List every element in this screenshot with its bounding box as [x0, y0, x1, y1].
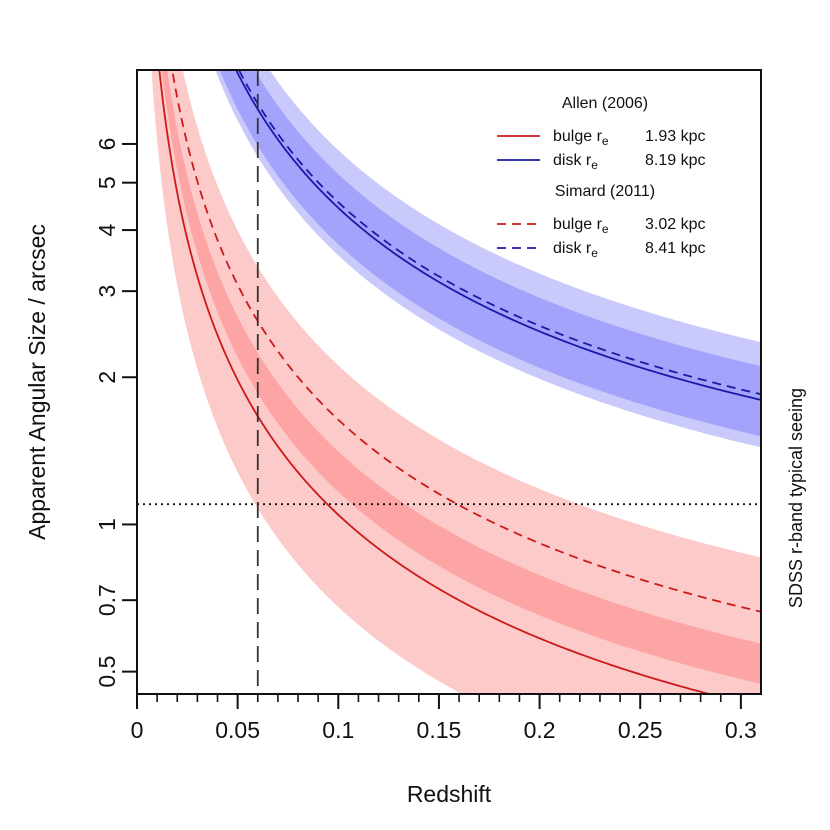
legend-entry-label: bulge re [553, 216, 609, 236]
legend-group-title: Allen (2006) [562, 95, 648, 112]
legend-entry-value: 3.02 kpc [645, 216, 705, 233]
x-tick-label: 0.05 [215, 717, 260, 743]
y-tick-label: 0.5 [94, 656, 120, 688]
legend-group-title: Simard (2011) [555, 183, 655, 200]
disk-dashed-line [237, 70, 761, 396]
disk-solid-line [235, 70, 761, 401]
bulge-inner-band [161, 70, 761, 684]
disk-inner-band [219, 70, 761, 437]
y-tick-label: 5 [94, 176, 120, 189]
plot-frame [136, 69, 762, 695]
x-axis-label: Redshift [407, 781, 492, 807]
legend: Allen (2006) bulge re 1.93 kpc disk re 8.19 … [497, 95, 705, 260]
seeing-label: SDSS r-band typical seeing [786, 388, 806, 608]
x-tick-label: 0.1 [322, 717, 354, 743]
bulge-outer-band [151, 70, 761, 694]
y-tick-label: 2 [94, 371, 120, 384]
legend-entry-value: 8.19 kpc [645, 152, 705, 169]
legend-entry-label: disk re [553, 240, 598, 260]
y-axis-label: Apparent Angular Size / arcsec [24, 224, 50, 540]
x-tick-label: 0.2 [524, 717, 556, 743]
bulge-dashed-line [171, 70, 761, 613]
y-tick-label: 6 [94, 138, 120, 151]
y-tick-label: 4 [94, 223, 120, 236]
x-tick-label: 0.15 [417, 717, 462, 743]
y-tick-label: 1 [94, 518, 120, 531]
x-tick-label: 0.3 [725, 717, 757, 743]
legend-entry-label: bulge re [553, 128, 609, 148]
y-tick-label: 0.7 [94, 584, 120, 616]
x-tick-label: 0.25 [618, 717, 663, 743]
x-tick-label: 0 [131, 717, 144, 743]
y-tick-label: 3 [94, 285, 120, 298]
legend-entry-label: disk re [553, 152, 598, 172]
bulge-solid-line [158, 70, 713, 694]
legend-entry-value: 8.41 kpc [645, 240, 705, 257]
legend-entry-value: 1.93 kpc [645, 128, 705, 145]
